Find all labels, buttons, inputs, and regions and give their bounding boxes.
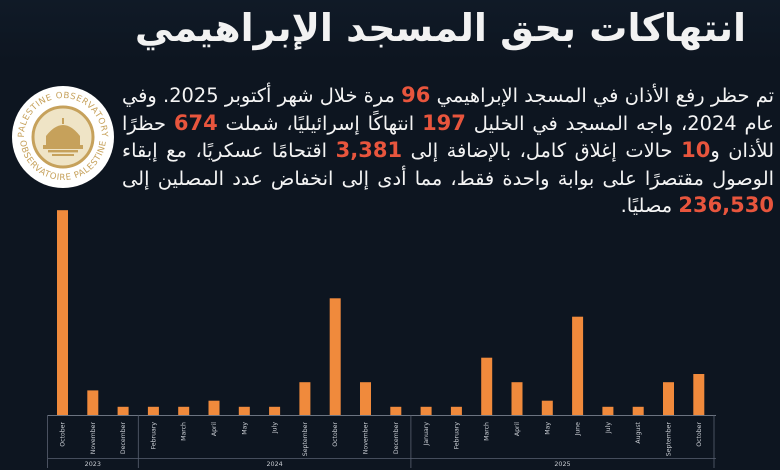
bar-5: [208, 400, 220, 415]
x-tick-label-12: January: [423, 422, 430, 447]
para-text-5: حالات إغلاق كامل، بالإضافة إلى: [402, 139, 682, 163]
bar-20: [663, 382, 674, 415]
x-tick-label-2: December: [120, 422, 127, 455]
group-label-2024: 2024: [266, 460, 282, 468]
x-tick-label-13: February: [453, 422, 460, 450]
title-band: [0, 0, 780, 62]
bar-11: [390, 406, 402, 415]
x-tick-label-11: December: [393, 422, 400, 455]
x-tick-label-19: August: [635, 421, 642, 443]
bar-6: [238, 406, 250, 415]
para-number-3: 674: [173, 110, 218, 135]
x-tick-label-5: April: [211, 422, 218, 436]
x-tick-label-3: February: [150, 422, 157, 450]
bar-9: [329, 298, 341, 415]
bar-17: [572, 316, 584, 415]
bar-10: [360, 382, 371, 415]
page-title: انتهاكات بحق المسجد الإبراهيمي: [134, 6, 746, 50]
x-tick-label-4: March: [181, 422, 188, 441]
x-tick-label-0: October: [60, 422, 67, 447]
bar-13: [450, 406, 462, 415]
x-tick-label-6: May: [241, 422, 248, 435]
x-tick-label-10: November: [363, 422, 370, 455]
para-number-5: 3,381: [335, 138, 403, 163]
para-text-4: حظرًا للأذان و: [122, 111, 774, 163]
bar-21: [693, 374, 705, 415]
bar-4: [178, 406, 190, 415]
bar-8: [299, 382, 311, 415]
x-tick-label-1: November: [90, 422, 97, 455]
para-text-6: اقتحامًا عسكريًا، مع إبقاء الوصول مقتصرً…: [122, 139, 774, 190]
para-number-4: 10: [681, 138, 711, 163]
mosque-emblem-icon: [43, 118, 83, 156]
bar-2: [117, 406, 129, 415]
x-tick-label-16: May: [544, 422, 551, 435]
x-tick-label-21: October: [696, 422, 703, 447]
statistics-paragraph: تم حظر رفع الأذان في المسجد الإبراهيمي 9…: [122, 82, 774, 220]
bar-0: [57, 210, 68, 415]
x-tick-label-15: April: [514, 422, 521, 436]
bar-14: [481, 357, 493, 415]
bar-3: [147, 406, 159, 415]
bar-7: [269, 406, 281, 415]
bar-18: [602, 406, 614, 415]
para-number-2: 197: [422, 110, 466, 135]
group-label-2023: 2023: [85, 460, 101, 468]
para-text-7: مصليًا.: [620, 194, 679, 218]
para-text-1: تم حظر رفع الأذان في المسجد الإبراهيمي: [430, 84, 774, 107]
x-tick-label-9: October: [332, 422, 339, 447]
palestine-observatory-logo: PALESTINE OBSERVATORY OBSERVATOIRE PALES…: [12, 86, 114, 188]
x-tick-label-8: September: [302, 422, 309, 457]
x-tick-label-17: June: [575, 422, 582, 437]
bar-19: [632, 406, 644, 415]
bar-1: [87, 390, 99, 415]
para-text-2: مرة خلال شهر أكتوبر 2025. وفي عام 2024، …: [122, 84, 774, 135]
x-tick-label-7: July: [272, 422, 279, 434]
group-label-2025: 2025: [554, 460, 570, 468]
x-tick-label-20: September: [666, 422, 673, 457]
bar-16: [541, 400, 553, 415]
x-tick-label-18: July: [605, 422, 612, 434]
bar-12: [420, 406, 432, 415]
x-tick-label-14: March: [484, 422, 491, 441]
para-number-6: 236,530: [678, 193, 774, 218]
para-text-3: انتهاكًا إسرائيليًا، شملت: [217, 111, 423, 135]
para-number-1: 96: [401, 83, 431, 107]
bar-15: [511, 382, 523, 415]
